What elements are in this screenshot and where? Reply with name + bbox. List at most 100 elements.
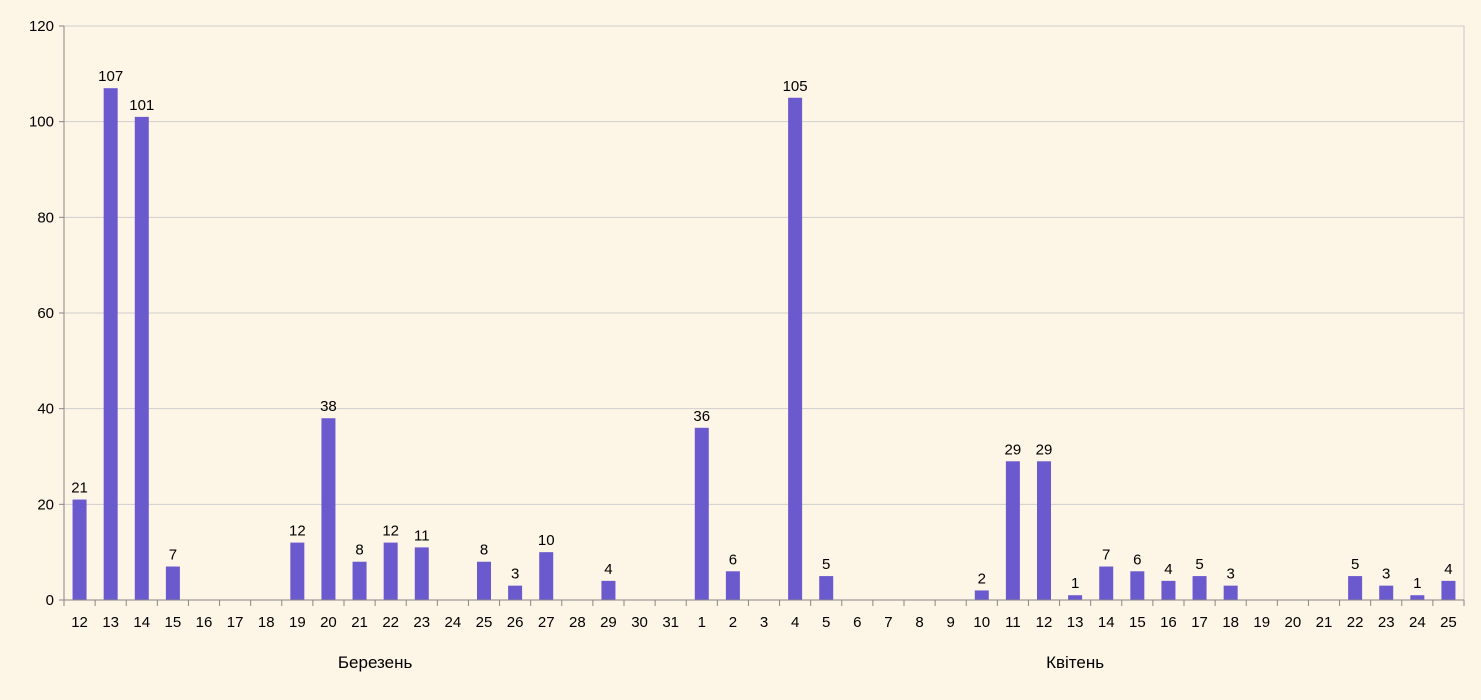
data-label: 7 bbox=[1102, 547, 1110, 564]
data-label: 29 bbox=[1036, 441, 1053, 458]
data-label: 3 bbox=[1226, 566, 1234, 583]
data-label: 4 bbox=[604, 561, 612, 578]
x-tick-label: 6 bbox=[853, 614, 861, 631]
data-label: 8 bbox=[355, 542, 363, 559]
month-group-label: Квітень bbox=[1046, 653, 1104, 672]
data-label: 107 bbox=[98, 68, 123, 85]
bars: 21 107 101 7 12 38 8 12 11 8 3 10 4 36 6 105 5 2 29 29 1 7 6 4 5… bbox=[71, 68, 1456, 600]
data-label: 12 bbox=[289, 523, 306, 540]
data-label: 4 bbox=[1444, 561, 1452, 578]
bar bbox=[72, 499, 87, 600]
x-tick-label: 21 bbox=[351, 614, 368, 631]
x-tick-label: 19 bbox=[1253, 614, 1270, 631]
data-label: 4 bbox=[1164, 561, 1172, 578]
x-tick-label: 16 bbox=[196, 614, 213, 631]
data-label: 3 bbox=[511, 566, 519, 583]
bar bbox=[103, 88, 118, 600]
bar bbox=[539, 552, 554, 600]
bar bbox=[1130, 571, 1145, 600]
data-label: 2 bbox=[978, 570, 986, 587]
data-label: 1 bbox=[1071, 575, 1079, 592]
x-tick-label: 20 bbox=[1285, 614, 1302, 631]
x-tick-label: 9 bbox=[946, 614, 954, 631]
data-label: 3 bbox=[1382, 566, 1390, 583]
x-tick-label: 4 bbox=[791, 614, 799, 631]
bar bbox=[694, 427, 709, 600]
x-tick-label: 15 bbox=[165, 614, 182, 631]
data-label: 5 bbox=[1351, 556, 1359, 573]
x-tick-label: 13 bbox=[102, 614, 119, 631]
month-group-label: Березень bbox=[338, 653, 413, 672]
x-tick-label: 2 bbox=[729, 614, 737, 631]
data-label: 7 bbox=[169, 547, 177, 564]
x-tick-label: 8 bbox=[915, 614, 923, 631]
x-tick-label: 7 bbox=[884, 614, 892, 631]
bar bbox=[1161, 580, 1176, 600]
bar bbox=[725, 571, 740, 600]
x-tick-label: 18 bbox=[258, 614, 275, 631]
x-tick-label: 14 bbox=[133, 614, 150, 631]
bar bbox=[1441, 580, 1456, 600]
bar bbox=[134, 116, 149, 600]
x-tick-label: 23 bbox=[413, 614, 430, 631]
y-tick-label: 40 bbox=[37, 401, 54, 418]
data-label: 10 bbox=[538, 532, 555, 549]
x-tick-label: 22 bbox=[1347, 614, 1364, 631]
y-tick-label: 0 bbox=[46, 592, 54, 609]
x-tick-label: 22 bbox=[382, 614, 399, 631]
data-label: 101 bbox=[129, 97, 154, 114]
x-axis: 12 13 14 15 16 17 18 19 20 21 22 23 24 25 26 27 28 29 30 31… bbox=[63, 599, 1465, 672]
x-tick-label: 12 bbox=[1036, 614, 1053, 631]
x-tick-label: 10 bbox=[973, 614, 990, 631]
bar bbox=[352, 561, 367, 600]
y-tick-label: 20 bbox=[37, 496, 54, 513]
x-tick-label: 3 bbox=[760, 614, 768, 631]
x-tick-label: 5 bbox=[822, 614, 830, 631]
x-tick-label: 24 bbox=[445, 614, 462, 631]
x-tick-label: 17 bbox=[1191, 614, 1208, 631]
data-label: 6 bbox=[1133, 551, 1141, 568]
data-label: 1 bbox=[1413, 575, 1421, 592]
bar bbox=[165, 566, 180, 600]
x-tick-label: 31 bbox=[662, 614, 679, 631]
x-tick-label: 24 bbox=[1409, 614, 1426, 631]
bar bbox=[1410, 595, 1425, 600]
x-tick-label: 19 bbox=[289, 614, 306, 631]
bar bbox=[819, 576, 834, 600]
data-label: 21 bbox=[71, 480, 88, 497]
x-tick-label: 23 bbox=[1378, 614, 1395, 631]
x-tick-label: 16 bbox=[1160, 614, 1177, 631]
x-tick-label: 25 bbox=[1440, 614, 1457, 631]
x-tick-label: 21 bbox=[1316, 614, 1333, 631]
x-tick-label: 12 bbox=[71, 614, 88, 631]
bar bbox=[974, 590, 989, 600]
x-tick-label: 30 bbox=[631, 614, 648, 631]
bar bbox=[1037, 461, 1051, 600]
x-tick-label: 15 bbox=[1129, 614, 1146, 631]
x-tick-label: 13 bbox=[1067, 614, 1084, 631]
bar bbox=[414, 547, 429, 600]
x-tick-label: 1 bbox=[698, 614, 706, 631]
x-tick-label: 26 bbox=[507, 614, 524, 631]
bar bbox=[1348, 576, 1363, 600]
data-label: 8 bbox=[480, 542, 488, 559]
bar bbox=[601, 580, 616, 600]
y-tick-label: 120 bbox=[29, 18, 54, 35]
bar bbox=[477, 561, 491, 600]
x-tick-label: 27 bbox=[538, 614, 555, 631]
data-label: 29 bbox=[1005, 441, 1022, 458]
y-tick-label: 60 bbox=[37, 305, 54, 322]
bar bbox=[290, 542, 305, 600]
bar bbox=[788, 97, 803, 600]
x-tick-label: 17 bbox=[227, 614, 244, 631]
bar bbox=[1099, 566, 1114, 600]
x-tick-label: 29 bbox=[600, 614, 617, 631]
x-tick-label: 25 bbox=[476, 614, 493, 631]
bar bbox=[383, 542, 398, 600]
y-tick-label: 100 bbox=[29, 114, 54, 131]
x-tick-label: 18 bbox=[1222, 614, 1239, 631]
bar bbox=[508, 585, 523, 600]
data-label: 11 bbox=[414, 527, 430, 544]
data-label: 5 bbox=[1195, 556, 1203, 573]
